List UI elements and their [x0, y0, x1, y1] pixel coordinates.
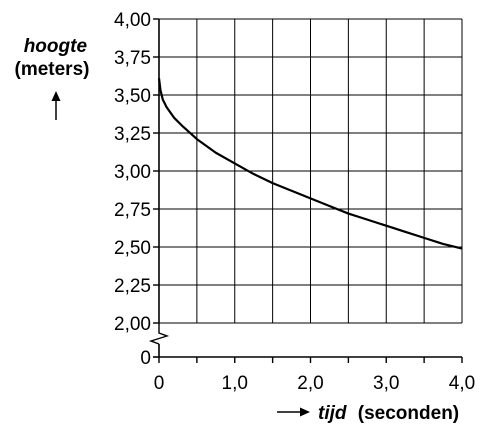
- ticks: 2,00 2,25 2,50 2,75 3,00 3,25 3,50 3,75 4,00 00 1,…: [114, 10, 475, 394]
- y-axis-title: hoogte (meters): [15, 36, 93, 80]
- y-axis-unit: (meters): [15, 59, 90, 80]
- y-tick-label: 2,00: [114, 314, 151, 335]
- series-line: [157, 78, 463, 250]
- y-tick-label-zero: 0: [140, 348, 151, 369]
- x-tick-label: 1,0: [222, 373, 248, 394]
- y-tick-label: 2,25: [114, 276, 151, 297]
- axes: [148, 18, 463, 363]
- y-tick-label: 3,25: [114, 124, 151, 145]
- x-axis-name: tijd: [318, 403, 347, 424]
- x-axis-arrow: [277, 407, 310, 417]
- y-axis-name: hoogte: [24, 36, 88, 57]
- y-tick-label: 3,00: [114, 162, 151, 183]
- x-tick-label: 2,0: [297, 373, 323, 394]
- x-tick-label: 3,0: [373, 373, 399, 394]
- y-tick-label: 4,00: [114, 10, 151, 31]
- series: [157, 78, 463, 250]
- y-axis-arrow: [51, 91, 61, 120]
- x-axis-title: tijd (seconden): [318, 403, 459, 424]
- x-axis-unit: (seconden): [358, 403, 459, 424]
- grid: [158, 18, 463, 324]
- y-tick-label: 3,75: [114, 48, 151, 69]
- y-tick-label: 3,50: [114, 86, 151, 107]
- y-tick-label: 2,50: [114, 238, 151, 259]
- x-tick-label: 4,0: [449, 373, 475, 394]
- y-axis-break-mark: [148, 323, 170, 345]
- x-tick-label: 0: [154, 373, 165, 394]
- y-tick-label: 2,75: [114, 200, 151, 221]
